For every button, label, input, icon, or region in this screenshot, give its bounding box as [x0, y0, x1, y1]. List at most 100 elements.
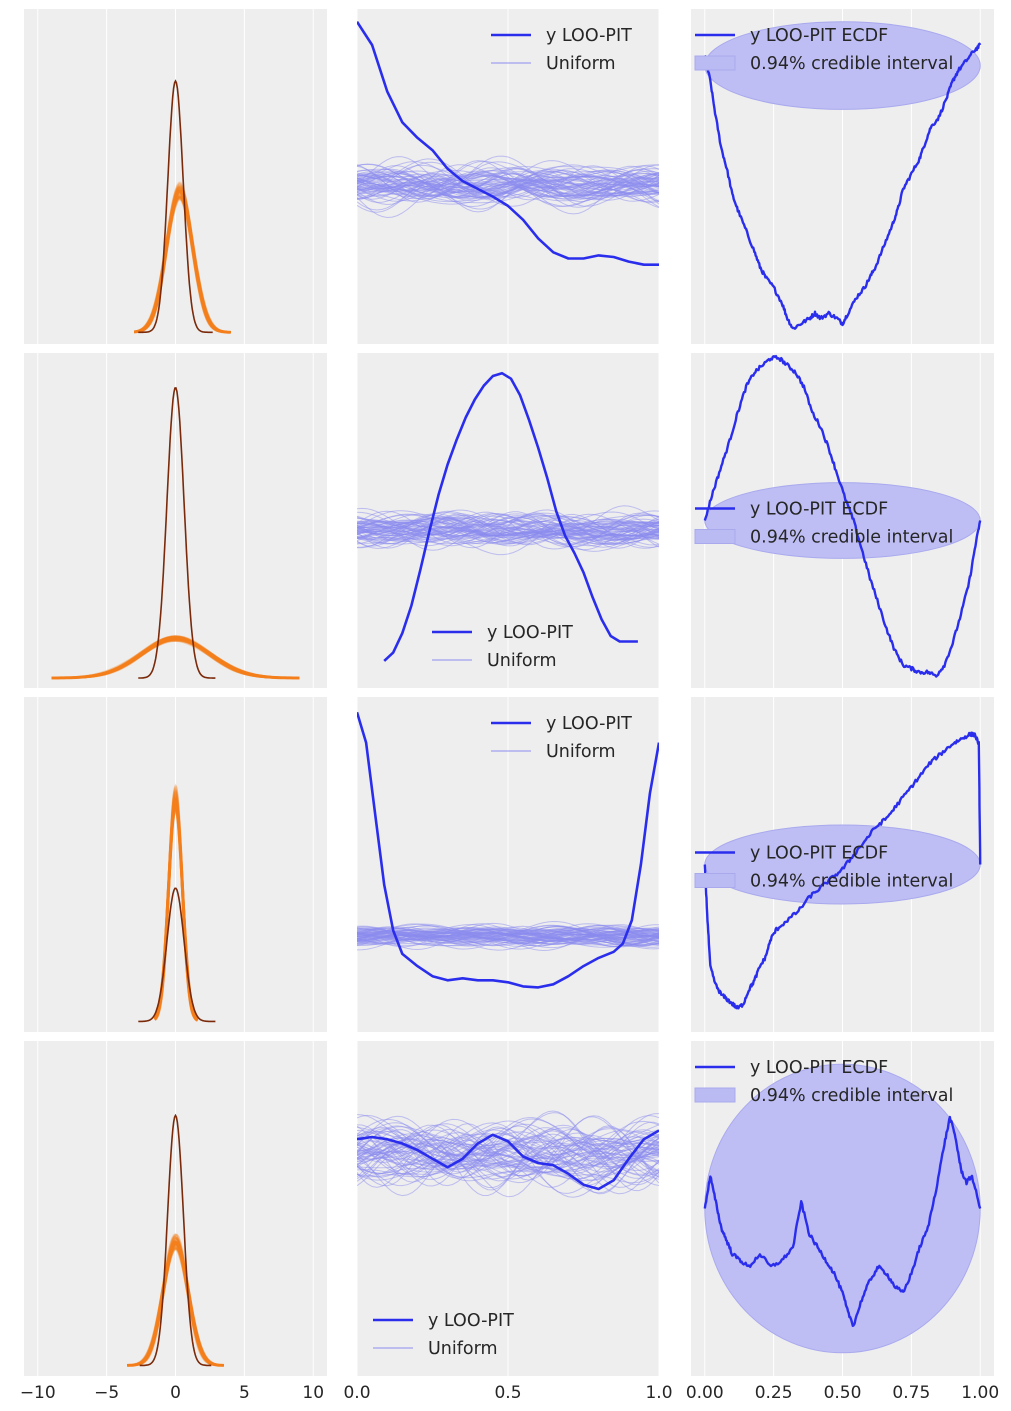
legend-label: Uniform [546, 742, 616, 762]
plot-area [357, 711, 659, 989]
x-axes: −10 −5 0 5 10 0.0 0.5 1.0 0.00 0.25 0.50 0.75 1.00 [20, 1383, 999, 1403]
x-tick-label: 5 [239, 1383, 250, 1403]
uniform-reference-curve [357, 924, 659, 942]
legend-label: Uniform [546, 54, 616, 74]
panel-r2-c2 [356, 353, 660, 688]
uniform-reference-curve [357, 923, 659, 945]
observed-density-curve [138, 887, 216, 1023]
ppc-mean-curve [51, 637, 300, 680]
plot-area [357, 20, 659, 266]
legend-ecdf-r4: y LOO-PIT ECDF 0.94% credible interval [694, 1058, 953, 1106]
uniform-reference-curve [357, 163, 659, 198]
ppc-mean-curve [133, 189, 231, 334]
legend-label: y LOO-PIT [546, 714, 632, 734]
ppc-mean-curve [127, 1240, 224, 1367]
panel-r3-c1 [24, 697, 327, 1032]
uniform-reference-curve [357, 1133, 659, 1189]
x-tick-label: 0.00 [686, 1383, 724, 1403]
legend-label: 0.94% credible interval [750, 528, 953, 548]
uniform-reference-curve [357, 1126, 659, 1164]
uniform-reference-curve [357, 1126, 659, 1194]
uniform-reference-curve [357, 1127, 659, 1187]
loo-pit-curve [357, 711, 659, 989]
x-tick-label: 0.0 [343, 1383, 370, 1403]
plot-area [133, 79, 231, 334]
panel-r1-c3 [691, 9, 994, 344]
x-tick-label: 0.75 [892, 1383, 930, 1403]
uniform-reference-curve [357, 172, 659, 208]
panel-r1-c1 [24, 9, 327, 344]
plot-area [138, 783, 216, 1023]
uniform-reference-curve [357, 926, 659, 943]
panel-r2-c3 [691, 353, 994, 688]
plot-area [703, 1063, 982, 1354]
uniform-reference-curve [357, 519, 659, 544]
uniform-reference-curve [357, 927, 659, 940]
loo-pit-curve [357, 20, 659, 266]
uniform-reference-curve [357, 170, 659, 208]
legend-swatch-credible-interval [694, 873, 736, 888]
uniform-reference-curve [357, 1114, 659, 1166]
uniform-reference-curve [357, 1126, 659, 1179]
credible-interval-band [704, 482, 981, 559]
loo-pit-curve [383, 371, 638, 662]
legend-swatch-credible-interval [694, 55, 736, 71]
legend-label: y LOO-PIT [546, 26, 632, 46]
uniform-reference-curve [357, 168, 659, 215]
observed-density-curve [138, 79, 213, 334]
uniform-reference-curve [357, 923, 659, 941]
loo-pit-ecdf-curve [703, 1115, 982, 1327]
legend-label: y LOO-PIT ECDF [750, 26, 888, 46]
ppc-mean-curve [153, 797, 199, 1022]
legend-label: y LOO-PIT ECDF [750, 1058, 888, 1078]
uniform-reference-curve [357, 1142, 659, 1178]
legend-kde-r2: y LOO-PIT Uniform [432, 623, 573, 671]
legend-ecdf-r1: y LOO-PIT ECDF 0.94% credible interval [694, 26, 953, 74]
loo-pit-ecdf-curve [703, 355, 982, 678]
legend-label: y LOO-PIT ECDF [750, 844, 888, 864]
legend-swatch-credible-interval [694, 529, 736, 544]
legend-label: 0.94% credible interval [750, 872, 953, 892]
legend-label: y LOO-PIT [428, 1311, 514, 1331]
legend-label: Uniform [487, 651, 557, 671]
loo-pit-ecdf-curve [703, 42, 982, 330]
x-tick-label: −5 [94, 1383, 119, 1403]
panel-r1-c2 [356, 9, 660, 344]
uniform-reference-curve [357, 177, 659, 219]
x-tick-label: −10 [20, 1383, 56, 1403]
uniform-reference-curve [357, 526, 659, 545]
uniform-reference-curve [357, 1126, 659, 1188]
uniform-reference-curve [357, 927, 659, 946]
uniform-reference-curve [357, 1128, 659, 1176]
panel-r4-c1 [24, 1041, 327, 1376]
panel-r4-c3 [691, 1041, 994, 1376]
plot-area [703, 355, 982, 678]
loo-pit-curve [357, 1129, 659, 1191]
credible-interval-band [704, 1063, 981, 1354]
uniform-reference-curve [357, 1121, 659, 1180]
uniform-reference-curve [357, 171, 659, 195]
uniform-reference-curve [357, 514, 659, 547]
legend-kde-r1: y LOO-PIT Uniform [491, 26, 632, 74]
panel-grid: y LOO-PIT Uniform y LOO-PIT ECDF 0.94% cred… [24, 9, 994, 1376]
uniform-reference-curve [357, 516, 659, 545]
uniform-reference-curve [357, 161, 659, 196]
x-tick-label: 1.0 [645, 1383, 672, 1403]
plot-area [127, 1113, 224, 1367]
uniform-reference-curve [357, 928, 659, 947]
x-tick-label: 1.00 [961, 1383, 999, 1403]
legend-label: 0.94% credible interval [750, 1086, 953, 1106]
legend-swatch-credible-interval [694, 1087, 736, 1103]
legend-kde-r3: y LOO-PIT Uniform [491, 714, 632, 762]
uniform-reference-curve [357, 513, 659, 537]
uniform-reference-curve [357, 164, 659, 197]
plot-area [357, 371, 659, 662]
uniform-reference-curve [357, 1124, 659, 1169]
legend-label: y LOO-PIT ECDF [750, 500, 888, 520]
legend-kde-r4: y LOO-PIT Uniform [373, 1311, 514, 1359]
x-tick-label: 0 [170, 1383, 181, 1403]
uniform-reference-curve [357, 1124, 659, 1178]
plot-area [703, 731, 982, 1010]
plot-area [357, 1110, 659, 1198]
credible-interval-band [704, 824, 981, 905]
